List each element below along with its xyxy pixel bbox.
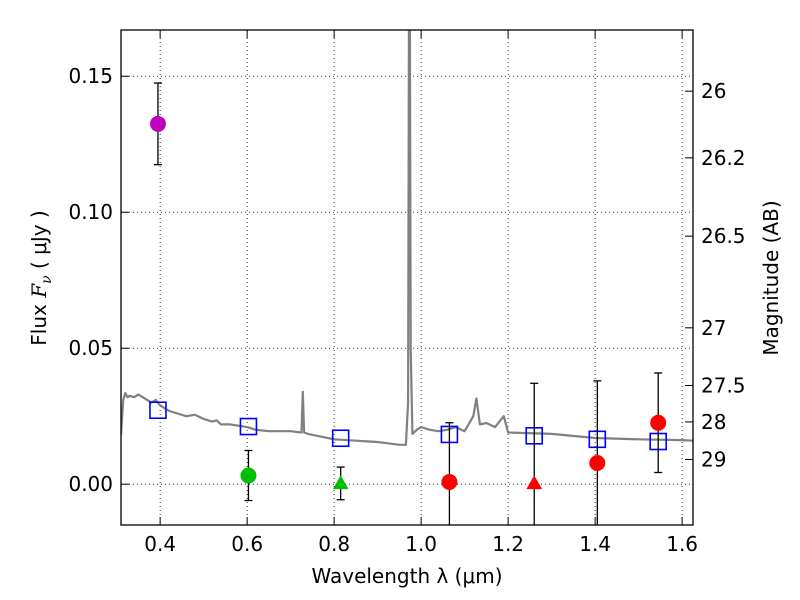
x-axis-label: Wavelength λ (μm)	[311, 564, 502, 588]
y-tick-label: 0.00	[68, 472, 113, 496]
x-tick-label: 1.0	[405, 532, 437, 556]
photometry-point	[650, 414, 667, 431]
model-spectrum-line	[121, 30, 693, 446]
photometry-point	[149, 115, 166, 132]
y2-tick-label: 28	[701, 410, 726, 434]
y2-tick-label: 26	[701, 79, 726, 103]
photometry-layer	[149, 82, 667, 525]
y-axis-label-symbol: F	[27, 283, 51, 299]
y-axis-label: Flux Fν ( μJy )	[27, 210, 55, 345]
y2-tick-label: 27	[701, 316, 726, 340]
model-spectrum-layer	[121, 30, 693, 446]
photometry-triangle	[332, 475, 349, 490]
x-tick-label: 1.2	[492, 532, 524, 556]
plot-frame	[120, 29, 694, 526]
y-axis-label-prefix: Flux	[27, 298, 51, 346]
plot-area	[121, 30, 693, 525]
model-photometry-square	[239, 417, 258, 436]
y-axis-label-subscript: ν	[39, 275, 55, 284]
y-tick-label: 0.15	[68, 64, 113, 88]
model-photometry-square	[331, 429, 350, 448]
y2-tick-label: 26.5	[701, 224, 746, 248]
x-tick-label: 0.4	[144, 532, 176, 556]
y-tick-label: 0.10	[68, 200, 113, 224]
x-tick-label: 0.6	[231, 532, 263, 556]
y2-tick-label: 27.5	[701, 373, 746, 397]
y2-tick-label: 26.2	[701, 146, 746, 170]
y-axis-label-suffix: ( μJy )	[27, 210, 51, 275]
photometry-point	[589, 454, 606, 471]
photometry-triangle	[526, 475, 543, 490]
x-tick-label: 1.4	[579, 532, 611, 556]
y-tick-label: 0.05	[68, 336, 113, 360]
y2-axis-label: Magnitude (AB)	[759, 200, 783, 355]
axis-ticks: 0.4 0.6 0.8 1.0 1.2 1.4 1.6 0.00 0.05 0.10 0.15 26 2…	[68, 30, 746, 556]
photometry-point	[240, 467, 257, 484]
photometry-point	[441, 474, 458, 491]
model-photometry-square	[149, 401, 167, 420]
y2-tick-label: 29	[701, 447, 726, 471]
x-tick-label: 1.6	[666, 532, 698, 556]
x-tick-label: 0.8	[318, 532, 350, 556]
